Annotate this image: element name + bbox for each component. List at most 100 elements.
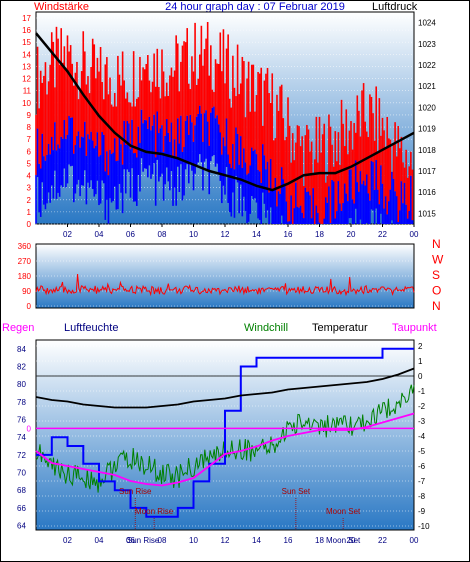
wind-tick-label: 8 — [27, 123, 32, 132]
x-tick-label: 20 — [347, 536, 356, 545]
pressure-tick-label: 1020 — [418, 103, 436, 112]
dewpoint-legend: Taupunkt — [392, 322, 437, 334]
dewpoint-line — [35, 412, 415, 487]
humidity-tick-label: 68 — [17, 486, 26, 495]
wind-tick-label: 5 — [27, 159, 32, 168]
direction-tick-label: 0 — [27, 302, 32, 311]
pressure-tick-label: 1017 — [418, 167, 436, 176]
x-tick-label: 12 — [221, 230, 230, 239]
temp-tick-label: -7 — [418, 477, 426, 486]
wind-tick-label: 6 — [27, 147, 32, 156]
pressure-axis-title: Luftdruck — [372, 1, 418, 13]
x-tick-label: 14 — [252, 230, 261, 239]
direction-tick-label: 180 — [18, 272, 32, 281]
humidity-tick-label: 84 — [17, 345, 26, 354]
chart-title: 24 hour graph day : 07 Februar 2019 — [165, 1, 345, 13]
humidity-tick-label: 64 — [17, 522, 26, 531]
compass-label: N — [432, 237, 441, 251]
direction-line — [35, 273, 415, 297]
event-label: Sun Set — [282, 487, 311, 496]
pressure-tick-label: 1021 — [418, 82, 436, 91]
x-tick-label: 18 — [315, 230, 324, 239]
compass-label: N — [432, 299, 441, 313]
x-tick-label: 16 — [284, 230, 293, 239]
humidity-tick-label: 78 — [17, 398, 26, 407]
temp-tick-label: 1 — [418, 357, 423, 366]
x-tick-label: 04 — [95, 230, 104, 239]
pressure-tick-label: 1019 — [418, 125, 436, 134]
wind-tick-label: 2 — [27, 196, 32, 205]
humidity-legend: Luftfeuchte — [64, 322, 118, 334]
temp-tick-label: -3 — [418, 417, 426, 426]
event-label: Moon Set — [326, 507, 361, 516]
x-tick-label: 16 — [284, 536, 293, 545]
wind-tick-label: 3 — [27, 184, 32, 193]
humidity-tick-label: 74 — [17, 433, 26, 442]
wind-tick-label: 15 — [22, 38, 31, 47]
direction-tick-label: 90 — [22, 287, 31, 296]
rain-zero-label: 0 — [27, 424, 32, 433]
direction-tick-label: 360 — [18, 242, 32, 251]
wind-axis-title: Windstärke — [34, 1, 89, 13]
pressure-tick-label: 1023 — [418, 40, 436, 49]
x-tick-label: 22 — [378, 536, 387, 545]
pressure-tick-label: 1022 — [418, 61, 436, 70]
wind-tick-label: 11 — [23, 87, 32, 96]
x-tick-label: Moon Set — [326, 536, 361, 545]
humidity-line — [36, 347, 414, 518]
x-tick-label: 14 — [252, 536, 261, 545]
rain-legend: Regen — [2, 322, 34, 334]
compass-label: O — [432, 284, 441, 298]
wind-tick-label: 10 — [22, 99, 31, 108]
x-tick-label: 10 — [189, 230, 198, 239]
windchill-legend: Windchill — [244, 322, 288, 334]
temp-tick-label: -4 — [418, 432, 426, 441]
temp-tick-label: -5 — [418, 447, 426, 456]
temp-tick-label: -8 — [418, 492, 426, 501]
wind-tick-label: 14 — [22, 50, 31, 59]
wind-tick-label: 4 — [27, 172, 32, 181]
x-tick-label: 18 — [315, 536, 324, 545]
temp-tick-label: -2 — [418, 402, 426, 411]
event-label: Sun Rise — [119, 487, 152, 496]
wind-tick-label: 9 — [27, 111, 32, 120]
wind-tick-label: 12 — [22, 75, 31, 84]
humidity-tick-label: 72 — [17, 451, 26, 460]
pressure-tick-label: 1016 — [418, 188, 436, 197]
wind-tick-label: 13 — [22, 62, 31, 71]
wind-tick-label: 1 — [27, 208, 32, 217]
temperature-legend: Temperatur — [312, 322, 368, 334]
pressure-tick-label: 1018 — [418, 146, 436, 155]
wind-tick-label: 17 — [22, 14, 31, 23]
temperature-line — [35, 367, 415, 409]
x-tick-label: 06 — [126, 230, 135, 239]
x-tick-label: 22 — [378, 230, 387, 239]
x-tick-label: 06 — [126, 536, 135, 545]
x-tick-label: 02 — [63, 230, 72, 239]
pressure-line — [35, 32, 415, 192]
wind-tick-label: 7 — [27, 135, 32, 144]
temp-tick-label: -9 — [418, 507, 426, 516]
x-tick-label: 20 — [347, 230, 356, 239]
x-tick-label: 00 — [410, 230, 419, 239]
humidity-tick-label: 66 — [17, 504, 26, 513]
x-tick-label: 04 — [95, 536, 104, 545]
wind-tick-label: 0 — [27, 220, 32, 229]
temp-tick-label: 0 — [418, 372, 423, 381]
humidity-tick-label: 82 — [17, 363, 26, 372]
wind-tick-label: 16 — [22, 26, 31, 35]
x-tick-label: 12 — [221, 536, 230, 545]
x-tick-label: 00 — [410, 536, 419, 545]
temp-tick-label: 2 — [418, 342, 423, 351]
temp-tick-label: -10 — [418, 522, 430, 531]
direction-tick-label: 270 — [18, 257, 32, 266]
x-tick-label: 08 — [158, 536, 167, 545]
humidity-tick-label: 80 — [17, 380, 26, 389]
humidity-tick-label: 70 — [17, 469, 26, 478]
x-tick-label: 08 — [158, 230, 167, 239]
temp-tick-label: -6 — [418, 462, 426, 471]
x-tick-label: 02 — [63, 536, 72, 545]
x-tick-label: Sun Rise — [127, 536, 160, 545]
temp-tick-label: -1 — [418, 387, 426, 396]
